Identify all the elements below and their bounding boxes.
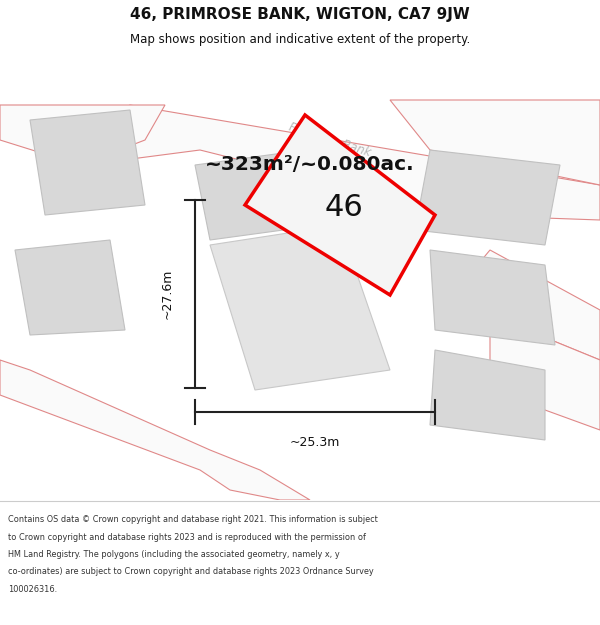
Polygon shape bbox=[30, 110, 145, 215]
Text: ~27.6m: ~27.6m bbox=[161, 269, 173, 319]
Polygon shape bbox=[0, 360, 310, 500]
Text: HM Land Registry. The polygons (including the associated geometry, namely x, y: HM Land Registry. The polygons (includin… bbox=[8, 550, 340, 559]
Text: 100026316.: 100026316. bbox=[8, 585, 57, 594]
Text: co-ordinates) are subject to Crown copyright and database rights 2023 Ordnance S: co-ordinates) are subject to Crown copyr… bbox=[8, 568, 374, 576]
Polygon shape bbox=[430, 350, 545, 440]
Text: 46: 46 bbox=[325, 193, 363, 222]
Polygon shape bbox=[195, 150, 320, 240]
Polygon shape bbox=[390, 100, 600, 185]
Polygon shape bbox=[60, 105, 600, 220]
Text: ~25.3m: ~25.3m bbox=[290, 436, 340, 449]
Text: Primrose Bank: Primrose Bank bbox=[287, 121, 373, 159]
Polygon shape bbox=[210, 225, 390, 390]
Polygon shape bbox=[430, 250, 555, 345]
Polygon shape bbox=[245, 115, 435, 295]
Polygon shape bbox=[490, 315, 600, 430]
Text: Map shows position and indicative extent of the property.: Map shows position and indicative extent… bbox=[130, 32, 470, 46]
Text: Contains OS data © Crown copyright and database right 2021. This information is : Contains OS data © Crown copyright and d… bbox=[8, 515, 378, 524]
Polygon shape bbox=[15, 240, 125, 335]
Polygon shape bbox=[415, 150, 560, 245]
Text: ~323m²/~0.080ac.: ~323m²/~0.080ac. bbox=[205, 156, 415, 174]
Text: to Crown copyright and database rights 2023 and is reproduced with the permissio: to Crown copyright and database rights 2… bbox=[8, 532, 366, 541]
Polygon shape bbox=[0, 105, 165, 165]
Polygon shape bbox=[465, 250, 600, 360]
Text: 46, PRIMROSE BANK, WIGTON, CA7 9JW: 46, PRIMROSE BANK, WIGTON, CA7 9JW bbox=[130, 6, 470, 21]
